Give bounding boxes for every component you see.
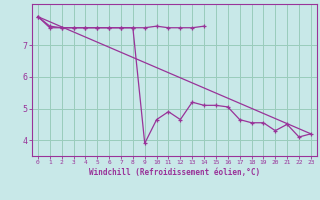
X-axis label: Windchill (Refroidissement éolien,°C): Windchill (Refroidissement éolien,°C) <box>89 168 260 177</box>
